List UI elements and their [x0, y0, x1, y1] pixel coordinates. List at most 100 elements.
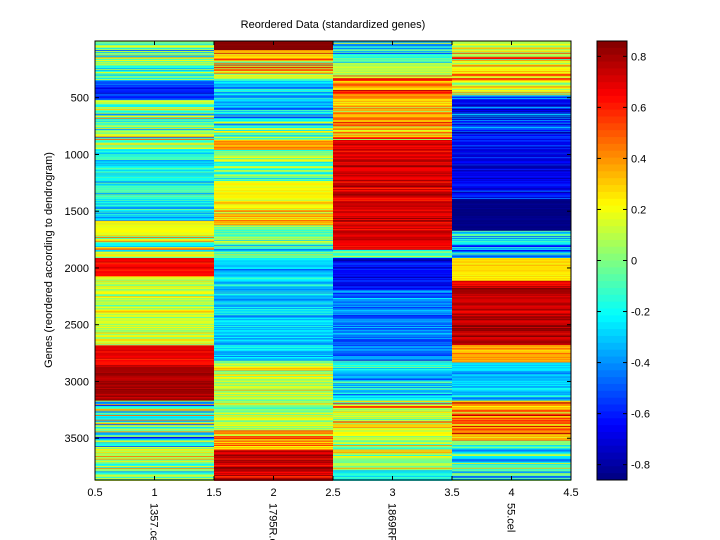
heatmap-cell [333, 390, 452, 392]
heatmap-cell [333, 159, 452, 161]
heatmap-cell [452, 276, 571, 278]
heatmap-cell [333, 376, 452, 379]
heatmap-cell [452, 179, 571, 182]
colorbar-swatch [597, 431, 627, 440]
heatmap-cell [333, 294, 452, 296]
heatmap-cell [95, 238, 214, 240]
heatmap-cell [452, 97, 571, 99]
heatmap-cell [452, 368, 571, 371]
heatmap-cell [214, 384, 333, 386]
heatmap-cell [95, 201, 214, 204]
heatmap-cell [95, 444, 214, 446]
heatmap-cell [95, 159, 214, 161]
heatmap-cell [452, 247, 571, 249]
heatmap-cell [95, 179, 214, 181]
heatmap-cell [95, 343, 214, 345]
heatmap-cell [214, 454, 333, 456]
heatmap-cell [452, 323, 571, 325]
heatmap-cell [333, 106, 452, 108]
heatmap-cell [95, 360, 214, 362]
heatmap-cell [95, 353, 214, 355]
heatmap-cell [214, 327, 333, 330]
heatmap-cell [333, 72, 452, 75]
heatmap-cell [214, 110, 333, 112]
heatmap-cell [452, 232, 571, 234]
heatmap-cell [214, 395, 333, 397]
heatmap-cell [214, 393, 333, 395]
heatmap-cell [333, 176, 452, 178]
heatmap-cell [452, 101, 571, 104]
heatmap-cell [95, 117, 214, 119]
heatmap-cell [452, 268, 571, 271]
heatmap-cell [333, 65, 452, 67]
heatmap-cell [214, 176, 333, 178]
heatmap-cell [214, 203, 333, 205]
heatmap-cell [452, 58, 571, 60]
heatmap-cell [95, 438, 214, 441]
heatmap-cell [452, 378, 571, 381]
heatmap-cell [333, 368, 452, 371]
heatmap-cell [95, 435, 214, 437]
heatmap-cell [95, 112, 214, 115]
heatmap-cell [95, 99, 214, 101]
heatmap-cell [95, 132, 214, 135]
heatmap-cell [214, 423, 333, 425]
heatmap-cell [95, 130, 214, 133]
heatmap-cell [214, 400, 333, 402]
colorbar-swatch [597, 267, 627, 275]
heatmap-cell [452, 208, 571, 211]
heatmap-cell [452, 367, 571, 370]
heatmap-cell [452, 149, 571, 151]
heatmap-cell [452, 316, 571, 318]
heatmap-cell [333, 179, 452, 182]
x-tick-label: 2.5 [325, 487, 340, 499]
heatmap-cell [333, 96, 452, 98]
heatmap-cell [333, 463, 452, 465]
heatmap-cell [333, 374, 452, 376]
heatmap-cell [452, 396, 571, 398]
heatmap-cell [452, 164, 571, 166]
heatmap-cell [333, 92, 452, 95]
heatmap-cell [95, 45, 214, 47]
heatmap-cell [452, 428, 571, 431]
heatmap-cell [214, 418, 333, 421]
heatmap-cell [333, 158, 452, 160]
heatmap-cell [333, 313, 452, 315]
heatmap-cell [333, 475, 452, 477]
heatmap-cell [333, 458, 452, 461]
heatmap-cell [452, 389, 571, 392]
heatmap-cell [452, 260, 571, 263]
heatmap-cell [214, 396, 333, 398]
heatmap-cell [95, 48, 214, 50]
heatmap-cell [333, 469, 452, 471]
heatmap-cell [333, 268, 452, 271]
heatmap-cell [214, 415, 333, 417]
heatmap-cell [452, 446, 571, 449]
heatmap-cell [214, 79, 333, 81]
heatmap-cell [333, 78, 452, 80]
heatmap-cell [95, 369, 214, 372]
heatmap-cell [333, 352, 452, 354]
heatmap-cell [214, 312, 333, 314]
heatmap-cell [95, 139, 214, 142]
heatmap-cell [214, 268, 333, 270]
heatmap-cell [214, 228, 333, 231]
heatmap-cell [95, 301, 214, 303]
heatmap-cell [333, 394, 452, 396]
heatmap-cell [214, 445, 333, 447]
heatmap-cell [95, 348, 214, 351]
heatmap-cell [95, 471, 214, 473]
heatmap-cell [214, 212, 333, 214]
heatmap-cell [95, 436, 214, 438]
heatmap-cell [333, 80, 452, 82]
heatmap-cell [333, 208, 452, 211]
heatmap-cell [214, 169, 333, 172]
heatmap-cell [214, 330, 333, 332]
colorbar-swatch [597, 459, 627, 467]
heatmap-cell [95, 90, 214, 92]
colorbar-tick-label: 0.2 [631, 204, 646, 216]
heatmap-cell [95, 85, 214, 87]
heatmap-cell [214, 379, 333, 382]
heatmap-cell [452, 46, 571, 48]
heatmap-cell [452, 47, 571, 49]
